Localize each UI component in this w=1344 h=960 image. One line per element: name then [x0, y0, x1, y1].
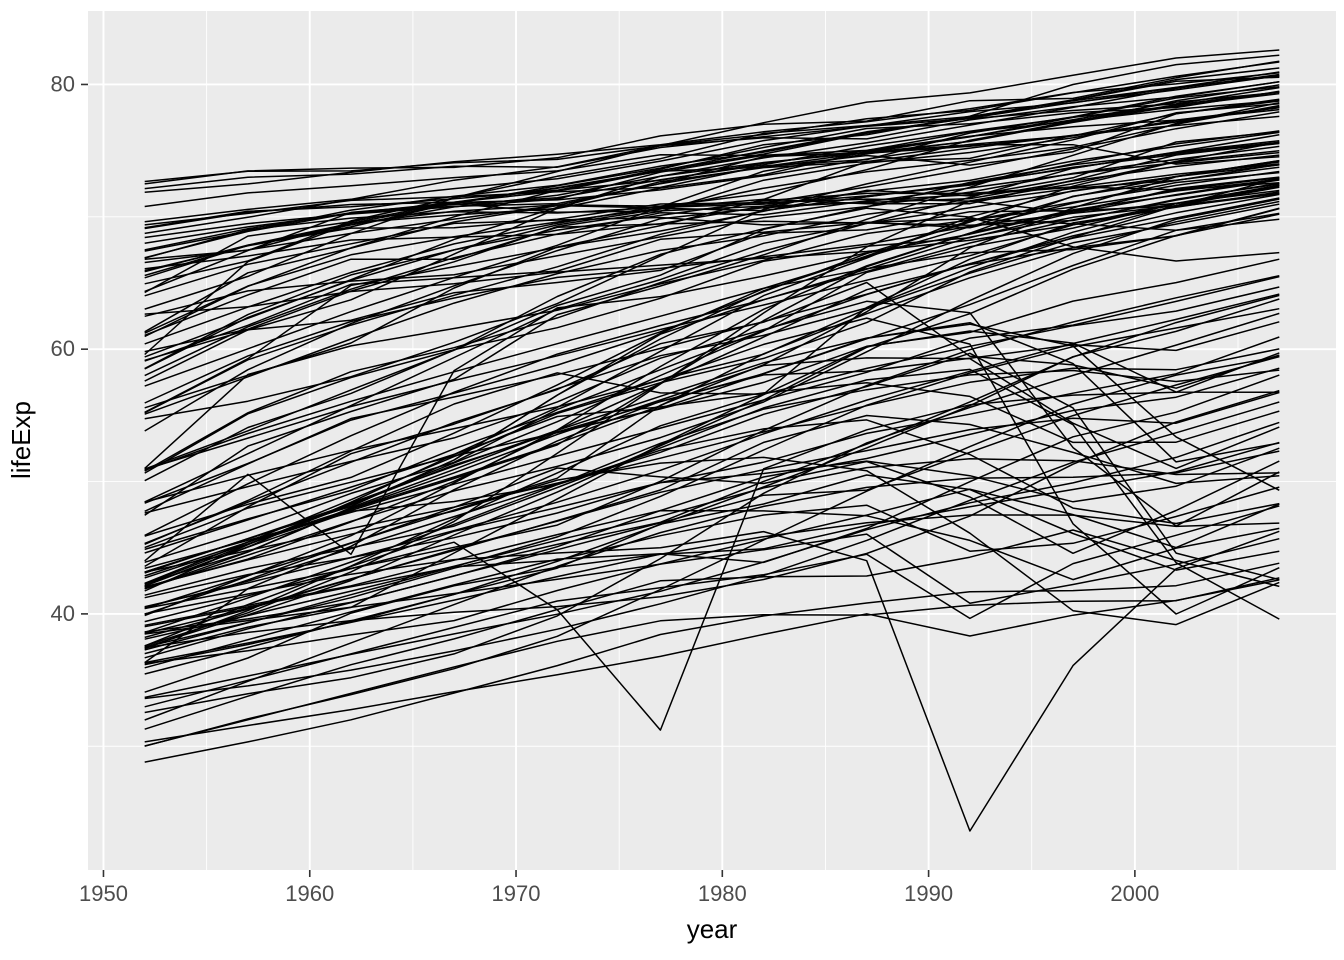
series-line-malawi	[144, 488, 1280, 665]
x-tick-label: 2000	[1110, 881, 1159, 906]
series-line-honduras	[144, 213, 1280, 590]
series-line-dominican-republic	[144, 186, 1280, 537]
y-tick-label: 60	[51, 336, 75, 361]
series-line-denmark	[144, 105, 1280, 208]
x-tick-label: 1990	[904, 881, 953, 906]
series-line-uruguay	[144, 131, 1280, 270]
series-line-iceland	[144, 60, 1280, 185]
series-line-hungary	[144, 171, 1280, 297]
series-line-serbia	[144, 163, 1280, 377]
x-axis-title: year	[687, 914, 738, 944]
series-line-mozambique	[144, 529, 1280, 730]
series-line-tanzania	[144, 447, 1280, 599]
series-line-switzerland	[144, 61, 1280, 223]
series-line-japan	[144, 49, 1280, 310]
series-line-australia	[144, 67, 1280, 230]
series-lines	[144, 49, 1280, 832]
series-line-togo	[144, 369, 1280, 634]
plot-area: 1950 1960 1970 1980 1990 2000 40 60 80	[51, 11, 1336, 906]
series-line-hong-kong-china	[144, 54, 1280, 338]
y-tick-label: 80	[51, 71, 75, 96]
axis-tick-marks	[81, 83, 1136, 877]
series-line-congo-dem-rep-	[144, 509, 1280, 627]
series-line-gambia	[144, 355, 1280, 747]
series-line-yemen-rep-	[144, 312, 1280, 714]
series-line-swaziland	[144, 368, 1280, 620]
panel-background	[88, 11, 1336, 870]
series-line-france	[144, 74, 1280, 252]
series-line-bangladesh	[144, 294, 1280, 648]
series-line-slovak-republic	[144, 154, 1280, 293]
series-line-somalia	[144, 505, 1280, 708]
series-line-bolivia	[144, 274, 1280, 610]
series-line-norway	[144, 81, 1280, 183]
series-line-syria	[144, 161, 1280, 537]
series-line-zimbabwe	[144, 317, 1280, 615]
series-line-niger	[144, 389, 1280, 649]
series-line-slovenia	[144, 111, 1280, 277]
series-line-sri-lanka	[144, 184, 1280, 382]
series-line-zambia	[144, 456, 1280, 626]
series-line-vietnam	[144, 159, 1280, 610]
series-line-mauritius	[144, 179, 1280, 469]
series-line-ireland	[144, 98, 1280, 259]
series-line-uganda	[144, 460, 1280, 615]
series-line-united-kingdom	[144, 91, 1280, 229]
series-line-namibia	[144, 321, 1280, 592]
y-axis-title: lifeExp	[6, 401, 36, 479]
series-line-venezuela	[144, 166, 1280, 415]
x-tick-label: 1980	[698, 881, 747, 906]
series-line-spain	[144, 71, 1280, 285]
series-line-portugal	[144, 108, 1280, 353]
series-line-rwanda	[144, 530, 1280, 832]
y-tick-label: 40	[51, 601, 75, 626]
series-line-czech-republic	[144, 130, 1280, 259]
series-line-philippines	[144, 193, 1280, 512]
series-line-south-africa	[144, 323, 1280, 549]
series-line-botswana	[144, 300, 1280, 527]
series-line-pakistan	[144, 275, 1280, 570]
series-line-saudi-arabia	[144, 179, 1280, 617]
series-line-romania	[144, 183, 1280, 336]
series-line-peru	[144, 197, 1280, 564]
series-line-mauritania	[144, 293, 1280, 608]
series-line-angola	[144, 577, 1280, 747]
series-line-myanmar	[144, 321, 1280, 664]
series-line-liberia	[144, 533, 1280, 635]
series-line-korea-rep-	[144, 101, 1280, 516]
series-line-montenegro	[144, 143, 1280, 362]
x-tick-label: 1970	[492, 881, 541, 906]
series-line-turkey	[144, 192, 1280, 568]
x-tick-label: 1960	[285, 881, 334, 906]
series-line-thailand	[144, 207, 1280, 472]
series-line-senegal	[144, 307, 1280, 651]
series-line-madagascar	[144, 355, 1280, 659]
series-line-iraq	[144, 281, 1280, 545]
series-line-afghanistan	[144, 562, 1280, 763]
series-line-korea-dem-rep-	[144, 207, 1280, 482]
series-line-taiwan	[144, 104, 1280, 370]
series-line-malaysia	[144, 159, 1280, 503]
series-line-oman	[144, 141, 1280, 647]
series-line-lebanon	[144, 189, 1280, 404]
x-tick-labels: 1950 1960 1970 1980 1990 2000	[79, 881, 1159, 906]
series-line-sweden	[144, 72, 1280, 193]
series-line-india	[144, 286, 1280, 650]
series-line-ecuador	[144, 150, 1280, 504]
y-tick-labels: 40 60 80	[51, 71, 75, 625]
x-tick-label: 1950	[79, 881, 128, 906]
series-line-iran	[144, 203, 1280, 551]
series-line-indonesia	[144, 207, 1280, 649]
series-line-nepal	[144, 298, 1280, 666]
series-line-sudan	[144, 367, 1280, 633]
series-line-trinidad-and-tobago	[144, 217, 1280, 362]
series-line-el-salvador	[144, 191, 1280, 545]
series-line-burkina-faso	[144, 450, 1280, 721]
series-line-croatia	[144, 139, 1280, 334]
series-line-new-zealand	[144, 81, 1280, 226]
